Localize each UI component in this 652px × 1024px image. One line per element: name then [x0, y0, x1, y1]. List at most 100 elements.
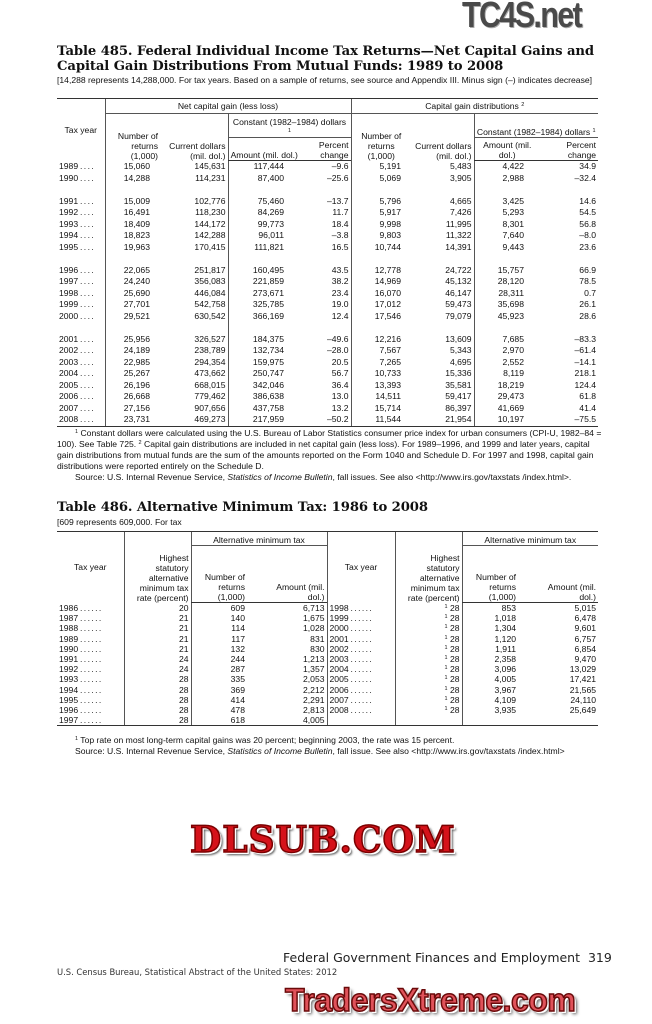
spacer-cell: [227, 253, 300, 265]
value-cell: –49.6: [326, 333, 349, 344]
dot-leader: . . . . . .: [78, 643, 101, 654]
value-cell: 2,212: [303, 684, 325, 695]
value-cell: 28,120: [473, 276, 540, 288]
value-cell: 9,803: [350, 230, 411, 242]
footnote-marker: 1: [444, 665, 448, 672]
spacer-cell: [411, 253, 474, 265]
header-amount-2: Amount (mil. dol.): [530, 545, 599, 603]
dot-leader: . . . .: [78, 356, 94, 367]
table-485-notes: 1 Constant dollars were calculated using…: [57, 428, 602, 483]
value-cell: 132: [190, 643, 259, 655]
footnotes: 1 Constant dollars were calculated using…: [57, 428, 602, 471]
table-row: 1986 . . . . . . 20 609 6,713 1998 . . . . .…: [57, 602, 598, 614]
value-cell: 61.8: [579, 391, 597, 401]
year-cell: 1994 . . . .: [59, 230, 94, 240]
rate-cell: 1 28: [394, 674, 463, 685]
value-cell: 13.0: [331, 391, 349, 401]
value-cell: 87,400: [227, 172, 300, 184]
table-row: 1997 . . . . . . 28 618 4,005: [57, 715, 599, 727]
table-486-notes: 1 Top rate on most long-term capital gai…: [57, 735, 602, 757]
rate-cell: 1 28: [394, 623, 463, 634]
header-current-dollars-2: Current dollars (mil. dol.): [415, 140, 472, 161]
rate-value: 28: [449, 643, 460, 654]
value-cell: 14,391: [445, 241, 472, 252]
dot-leader: . . . . . .: [78, 602, 101, 613]
year-cell: 1997 . . . . . .: [57, 715, 124, 727]
value-cell: 386,638: [227, 391, 300, 403]
value-cell: 15,009: [104, 195, 160, 207]
table-row: 2004 . . . . 25,267 473,662 250,747 56.7 10,7…: [57, 368, 598, 380]
rate-value: 28: [449, 684, 460, 695]
value-cell: 38.2: [331, 276, 349, 286]
dot-leader: . . . .: [78, 379, 94, 390]
value-cell: 54.5: [579, 207, 597, 217]
year-cell: 2008 . . . .: [57, 414, 105, 427]
table-row: 1990 . . . . 14,288 114,231 87,400 –25.6 5,06…: [57, 172, 598, 184]
value-cell: 2,988: [473, 172, 540, 184]
value-cell: 23,731: [104, 414, 160, 427]
value-cell: 21: [123, 613, 191, 624]
value-cell: 25,267: [104, 368, 160, 380]
value-cell: 12.4: [331, 310, 349, 321]
value-cell: 5,796: [350, 195, 411, 207]
value-cell: –32.4: [574, 172, 597, 183]
value-cell: 251,817: [194, 264, 226, 275]
year-cell: 2001 . . . .: [59, 333, 94, 344]
value-cell: 11.7: [332, 207, 349, 217]
value-cell: 668,015: [194, 379, 226, 390]
value-cell: 6,854: [574, 643, 597, 654]
value-cell: 294,354: [194, 356, 226, 367]
value-cell: 26.1: [579, 299, 597, 309]
value-cell: 5,483: [449, 160, 472, 171]
table-row: 1994 . . . . . . 28 369 2,212 2006 . . . . .…: [57, 684, 598, 695]
value-cell: –75.5: [540, 414, 599, 427]
dot-leader: . . . . . .: [78, 684, 101, 695]
value-cell: 14,288: [104, 172, 160, 184]
value-cell: 45,132: [445, 276, 472, 286]
spacer-cell: [104, 184, 160, 196]
value-cell: 21,954: [411, 414, 474, 427]
rate-value: 28: [449, 623, 460, 634]
header-current-dollars: Current dollars (mil. dol.): [169, 140, 226, 161]
value-cell: 16,070: [350, 287, 411, 299]
year-cell: 2002 . . . . . .: [326, 643, 396, 655]
page-footer-section: Federal Government Finances and Employme…: [283, 950, 612, 965]
value-cell: 24,722: [445, 264, 472, 275]
table-row: 1996 . . . . 22,065 251,817 160,495 43.5 12,7…: [57, 264, 598, 276]
value-cell: 325,785: [227, 299, 300, 311]
value-cell: 59,473: [445, 299, 472, 309]
value-cell: 437,758: [227, 402, 300, 414]
dot-leader: . . . .: [78, 230, 94, 240]
value-cell: 13.2: [331, 402, 349, 413]
value-cell: 46,147: [445, 287, 472, 298]
source-note: Source: U.S. Internal Revenue Service, S…: [75, 746, 565, 756]
value-cell: 19.0: [331, 299, 349, 309]
value-cell: 26,668: [104, 391, 160, 403]
header-number-returns: Number of returns (1,000): [104, 113, 160, 161]
value-cell: 6,713: [303, 603, 325, 613]
value-cell: 12,216: [350, 333, 411, 345]
value-cell: 5,917: [350, 207, 411, 219]
value-cell: 16,491: [104, 207, 160, 219]
table-row: 2005 . . . . 26,196 668,015 342,046 36.4 13,3…: [57, 379, 598, 391]
value-cell: 1,213: [303, 654, 325, 665]
value-cell: 17,421: [569, 674, 597, 685]
table-row: 1988 . . . . . . 21 114 1,028 2000 . . . . .…: [57, 623, 598, 634]
value-cell: 4,695: [449, 356, 472, 367]
table-485-subtitle: [14,288 represents 14,288,000. For tax y…: [57, 75, 593, 85]
value-cell: 79,079: [445, 310, 472, 321]
value-cell: 4,109: [461, 694, 531, 706]
value-cell: 13,393: [350, 379, 411, 391]
value-cell: 5,343: [449, 345, 472, 355]
value-cell: 244: [190, 654, 259, 665]
dot-leader: . . . . . .: [348, 705, 372, 716]
header-amount-2: Amount (mil. dol.): [473, 137, 540, 161]
value-cell: 28: [123, 715, 191, 727]
value-cell: 9,998: [350, 218, 411, 230]
spacer-cell: [160, 253, 228, 265]
year-cell: 1988 . . . . . .: [59, 623, 101, 634]
value-cell: 217,959: [227, 414, 300, 427]
source-note: Source: U.S. Internal Revenue Service, S…: [75, 472, 572, 482]
value-cell: 2,813: [303, 705, 325, 716]
value-cell: 24,110: [570, 694, 597, 705]
